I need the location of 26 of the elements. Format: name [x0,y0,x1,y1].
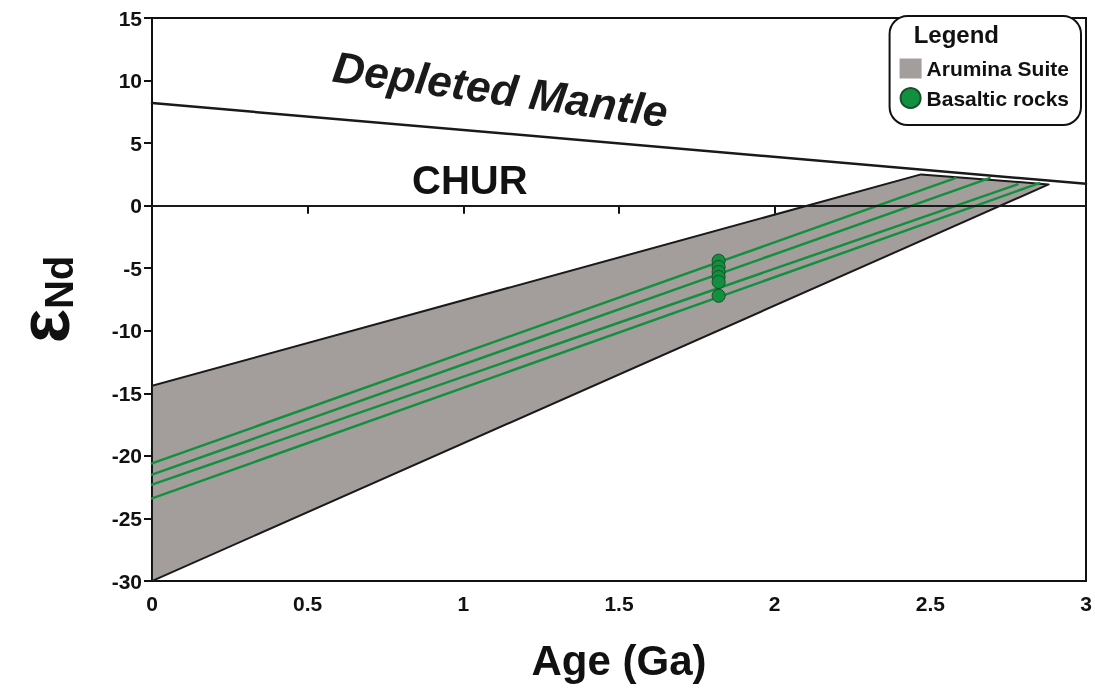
y-tick-label: 5 [130,131,143,155]
y-tick-label: -5 [123,256,143,280]
x-tick-label: 2.5 [915,592,946,615]
y-tick-label: -10 [111,319,142,343]
x-tick-label: 0.5 [293,592,323,615]
x-tick-label: 0 [146,592,158,615]
x-axis-title: Age (Ga) [531,636,707,684]
x-tick-label: 1.5 [604,592,634,615]
point [711,274,726,289]
point [711,288,726,303]
x-tick-label: 2 [768,592,781,615]
y-tick-label: 10 [118,69,142,93]
y-tick-label: 0 [130,194,142,218]
y-tick-label: -20 [111,444,142,468]
legend-label: Basaltic rocks [926,86,1070,110]
y-tick-label: -25 [111,506,143,530]
y-tick-label: -15 [111,381,143,405]
x-tick-label: 3 [1080,592,1092,615]
legend-title: Legend [913,20,1000,48]
y-axis-title: εNd [4,255,84,344]
text: Depleted Mantle [330,41,672,137]
x-tick-label: 1 [457,592,470,615]
legend-label: Arumina Suite [926,57,1069,80]
y-tick-label: -30 [111,569,142,593]
y-tick-label: 15 [118,6,143,30]
ref-line-label: CHUR [412,157,528,202]
